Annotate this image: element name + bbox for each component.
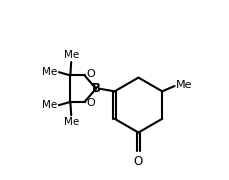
Text: O: O: [87, 98, 95, 108]
Text: Me: Me: [64, 50, 79, 60]
Text: B: B: [92, 82, 101, 95]
Text: Me: Me: [42, 67, 57, 77]
Text: Me: Me: [176, 80, 193, 90]
Text: Me: Me: [64, 117, 79, 127]
Text: O: O: [87, 69, 95, 80]
Text: O: O: [134, 155, 143, 168]
Text: Me: Me: [42, 100, 57, 110]
